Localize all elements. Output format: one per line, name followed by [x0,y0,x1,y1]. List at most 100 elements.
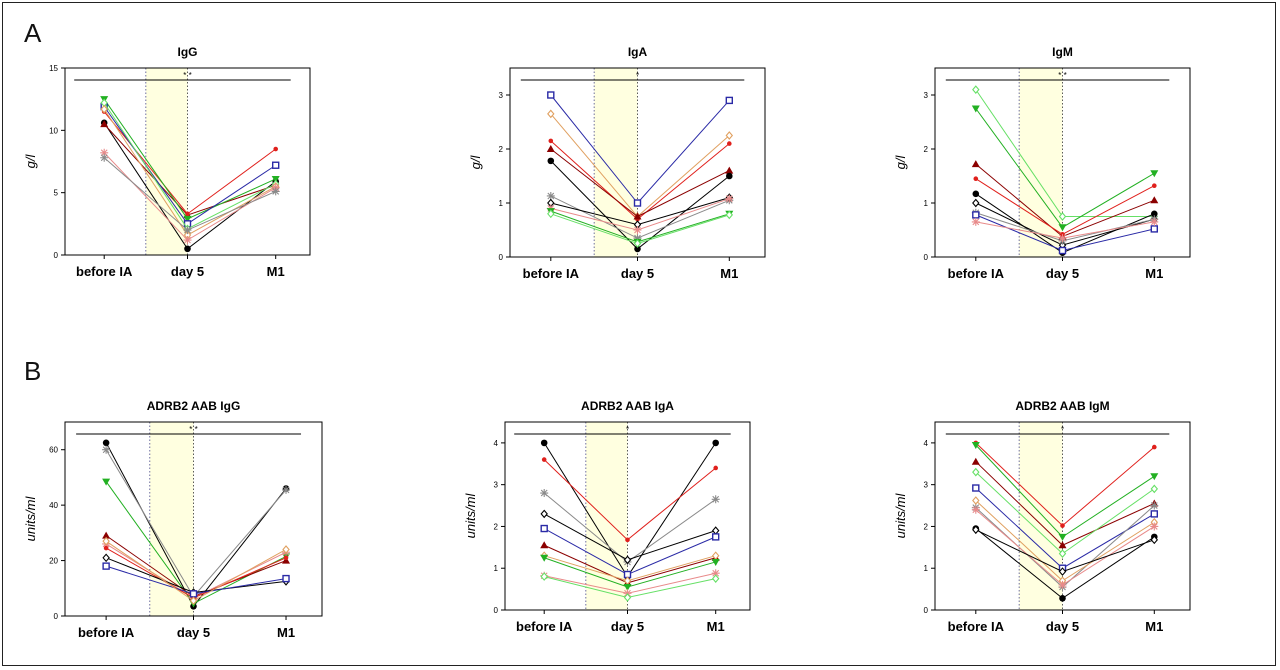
data-point [725,166,734,174]
x-tick-label: M1 [1145,266,1163,281]
x-tick-label: before IA [948,266,1005,281]
series-4 [540,509,720,565]
data-point [102,562,110,570]
chart-title: IgM [1052,45,1073,59]
series-line [550,94,730,204]
y-tick-label: 0 [924,606,929,615]
data-point [633,239,642,248]
data-point [1058,212,1067,221]
series-9 [971,217,1159,243]
data-point [972,85,980,94]
x-tick-label: before IA [523,266,580,281]
data-point [727,141,732,146]
series-9 [102,536,290,606]
data-point [711,558,720,566]
significance-label: * * [183,71,191,80]
data-point [1058,549,1067,558]
series-10 [547,209,734,248]
treatment-shade [594,68,638,257]
treatment-shade [145,68,188,255]
chart-title: IgG [178,45,198,59]
y-axis-label: units/ml [463,492,478,538]
data-point [634,245,641,253]
data-point [189,596,198,606]
data-point [1150,510,1158,518]
y-tick-label: 0 [924,253,929,262]
series-2 [100,120,280,219]
series-line [543,528,716,576]
significance-label: * * [1058,71,1066,80]
chart-adrb2-igm: ADRB2 AAB IgM units/ml 0 1 2 3 4 before IA day 5… [893,399,1191,634]
data-point [102,531,111,539]
data-point [1150,217,1159,226]
data-point [971,505,980,514]
data-point [972,211,980,219]
y-tick-label: 1 [924,199,929,208]
y-tick-label: 20 [49,557,58,566]
x-tick-label: day 5 [621,266,654,281]
treatment-shade [1019,68,1063,257]
series-line [105,442,287,608]
x-tick-label: day 5 [177,625,210,640]
x-tick-label: day 5 [171,264,204,279]
y-tick-label: 3 [499,91,504,100]
panel-label-a: A [24,18,42,48]
series-1 [547,91,733,207]
data-point [540,524,548,533]
data-point [1150,501,1159,510]
data-point [633,212,642,220]
data-point [1058,533,1067,541]
data-point [540,439,548,447]
data-point [633,234,642,243]
data-point [725,96,733,105]
series-8 [971,505,1159,589]
data-point [548,138,554,144]
y-tick-label: 0 [499,253,504,262]
y-axis-label: units/ml [23,495,38,541]
treatment-shade [585,422,628,610]
significance-label: * [626,425,629,434]
series-4 [100,96,280,223]
data-point [1058,246,1067,255]
data-point [1152,183,1157,189]
data-point [623,584,632,592]
series-1 [973,440,1157,528]
series-4 [972,467,1159,558]
series-7 [100,104,280,240]
data-point [183,215,192,223]
significance-label: * [1061,425,1064,434]
data-point [1150,522,1159,531]
data-point [725,210,734,220]
data-point [102,439,110,447]
data-point [547,157,555,165]
data-point [547,109,555,119]
series-line [543,492,716,563]
series-2 [971,105,1159,232]
series-10 [972,525,1159,576]
y-tick-label: 3 [924,91,929,100]
chart-igg: IgG g/l 0 5 10 15 before IA day 5 M1 * * [23,45,311,279]
series-8 [540,554,720,592]
y-tick-label: 1 [494,564,499,573]
data-point [711,574,720,584]
series-line [975,108,1155,228]
x-tick-label: M1 [267,264,285,279]
data-point [189,590,198,598]
y-axis-label: g/l [893,155,908,170]
chart-adrb2-igg: ADRB2 AAB IgG units/ml 0 20 40 60 before IA day… [23,399,323,640]
data-point [547,91,555,99]
series-3 [540,489,720,566]
data-point [183,236,192,245]
series-9 [100,153,280,235]
series-5 [100,102,280,228]
data-point [712,439,719,447]
data-point [971,217,980,226]
data-point [725,131,734,140]
series-2 [541,457,718,543]
data-point [283,555,289,561]
data-point [1150,225,1158,233]
panel-label-b: B [24,356,42,386]
data-point [540,509,548,519]
data-point [971,105,980,113]
